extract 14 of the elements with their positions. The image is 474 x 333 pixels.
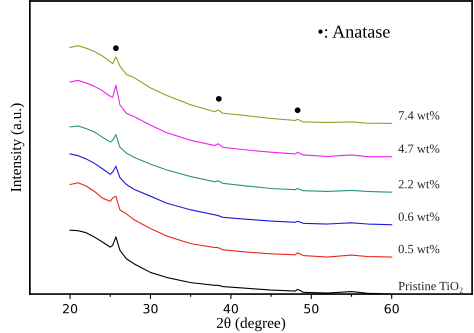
series-label: 7.4 wt% bbox=[398, 111, 440, 120]
series-label: Pristine TiO₂ bbox=[398, 282, 463, 293]
series-label: 0.6 wt% bbox=[398, 212, 440, 221]
x-tick-label: 40 bbox=[224, 304, 238, 314]
x-axis-title: 2θ (degree) bbox=[216, 317, 286, 332]
x-tick-label: 60 bbox=[384, 304, 399, 314]
series-label: 0.5 wt% bbox=[398, 244, 440, 254]
text: •: Anatase bbox=[318, 26, 390, 38]
series-label: 4.7 wt% bbox=[398, 144, 440, 153]
x-tick-label: 50 bbox=[304, 304, 318, 314]
series-label: 2.2 wt% bbox=[398, 180, 440, 188]
x-tick-label: 30 bbox=[143, 304, 158, 314]
y-axis-title: Intensity (a.u.) bbox=[10, 103, 24, 192]
x-tick-label: 20 bbox=[63, 304, 78, 314]
